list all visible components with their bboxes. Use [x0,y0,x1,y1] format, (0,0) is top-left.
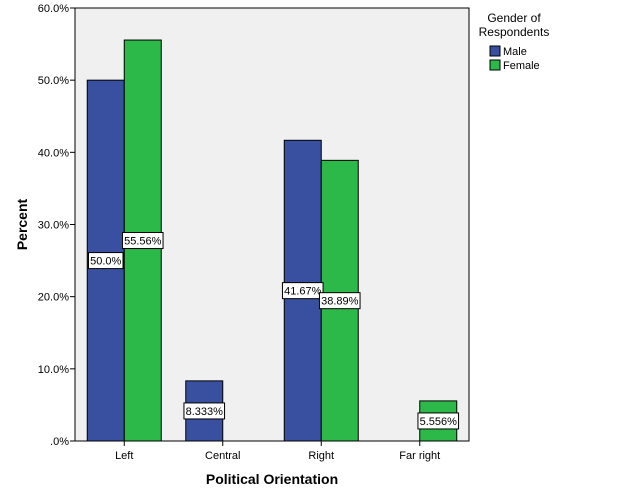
legend-label-male: Male [503,46,527,58]
legend-label-female: Female [503,60,540,72]
svg-text:38.89%: 38.89% [321,296,359,308]
y-tick-label: 30.0% [38,220,69,232]
legend-title: Respondents [479,25,550,39]
svg-text:41.67%: 41.67% [284,286,322,298]
x-axis-title: Political Orientation [206,471,338,487]
y-tick-label: 20.0% [38,292,69,304]
x-tick-label: Far right [399,450,440,462]
y-tick-label: .0% [50,436,69,448]
svg-text:8.333%: 8.333% [186,406,224,418]
x-tick-label: Left [115,450,133,462]
y-tick-label: 40.0% [38,147,69,159]
svg-text:5.556%: 5.556% [420,416,458,428]
y-axis-ticks: .0% 10.0% 20.0% 30.0% 40.0% 50.0% 60.0% [38,3,75,448]
x-tick-label: Central [205,450,240,462]
y-tick-label: 50.0% [38,75,69,87]
x-axis-ticks: Left Central Right Far right [115,441,440,462]
x-tick-label: Right [308,450,334,462]
data-label: 5.556% [417,412,460,430]
y-axis-title: Percent [14,198,30,250]
data-label: 41.67% [281,282,324,300]
svg-text:55.56%: 55.56% [124,236,162,248]
y-tick-label: 60.0% [38,3,69,15]
legend-swatch-female [489,59,501,71]
data-label: 38.89% [318,292,361,310]
data-labels: 50.0%55.56% 8.333% 41.67%38.89% 5.556% [88,232,460,430]
data-label: 55.56% [121,232,164,250]
legend-title: Gender of [487,11,541,25]
svg-text:50.0%: 50.0% [90,256,121,268]
y-tick-label: 10.0% [38,364,69,376]
data-label: 50.0% [88,252,124,270]
data-label: 8.333% [183,402,226,420]
legend-swatch-male [489,45,501,57]
